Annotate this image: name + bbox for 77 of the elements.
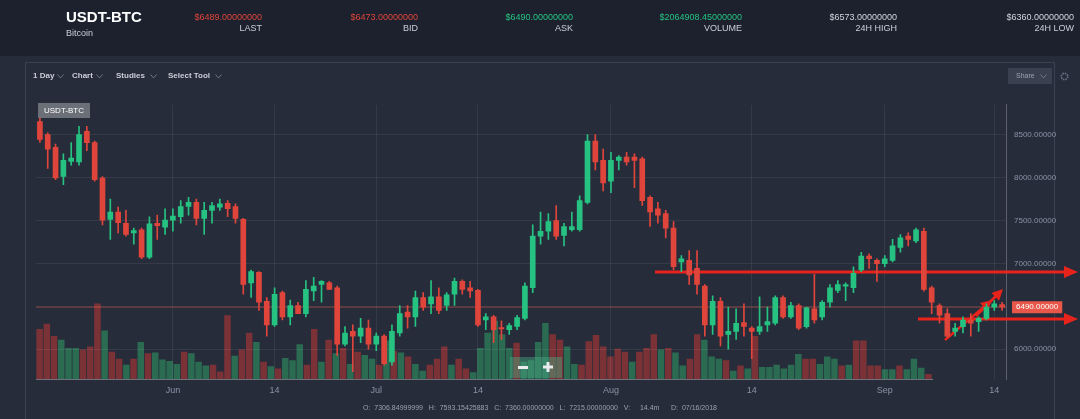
text: 24H HIGH (854, 23, 897, 34)
bar (339, 348, 347, 380)
ref-line-label: 6490.00000 (1016, 302, 1059, 312)
bar (325, 339, 332, 380)
candlestick (741, 303, 747, 337)
candlestick (170, 208, 176, 232)
text: $6490.00000000 (505, 12, 573, 23)
candlestick (162, 208, 168, 235)
candlestick (569, 211, 575, 232)
text: Chart (72, 71, 93, 80)
bar (737, 365, 744, 380)
bar (123, 364, 130, 380)
bar (744, 368, 751, 380)
candlestick (874, 258, 880, 282)
y-tick-label: 7000.00000 (1014, 258, 1057, 268)
y-tick-label: 8500.00000 (1014, 130, 1057, 140)
text: LAST (238, 23, 262, 34)
bar (260, 361, 267, 380)
bar (318, 361, 325, 380)
annotation: USDT-BTC (38, 103, 90, 118)
candlestick (130, 227, 137, 245)
text: 24H LOW (1033, 23, 1074, 34)
bar (513, 342, 520, 380)
bar (657, 349, 665, 380)
chart-subtitle: Bitcoin (66, 28, 94, 38)
y-tick-label: 7500.00000 (1014, 215, 1057, 225)
bar (144, 353, 152, 380)
x-tick-label: Sep (876, 385, 893, 396)
x-tick-label: 14 (472, 385, 483, 396)
bar (722, 360, 730, 380)
x-tick-label: Jun (165, 385, 181, 396)
candlestick (349, 324, 356, 372)
candlestick (68, 142, 75, 166)
bar (354, 351, 361, 380)
bar (730, 370, 737, 380)
bar (231, 355, 238, 380)
x-tick-label: 14 (269, 385, 280, 396)
candlestick (725, 306, 732, 350)
candlestick (967, 313, 974, 337)
chart-title: USDT-BTC (66, 8, 142, 25)
y-tick-label: 8000.00000 (1014, 172, 1057, 182)
y-tick-label: 6000.00000 (1014, 344, 1057, 354)
text: $2064908.45000000 (659, 12, 742, 23)
bar (896, 365, 903, 380)
bar (180, 351, 188, 380)
text: $6573.00000000 (829, 12, 897, 23)
text: 1 Day (33, 71, 55, 80)
bar (130, 358, 137, 380)
bar (101, 330, 108, 380)
bar (665, 348, 672, 380)
candlestick (748, 326, 755, 360)
bar (137, 341, 145, 380)
text: ASK (554, 23, 573, 34)
bar (253, 341, 260, 380)
candlestick (107, 198, 114, 240)
bar (925, 373, 932, 380)
text: VOLUME (703, 23, 742, 34)
candlestick (428, 280, 434, 314)
x-tick-label: Jul (370, 385, 383, 396)
candlestick (866, 253, 872, 269)
x-tick-label: 14 (746, 385, 757, 396)
bar (397, 352, 405, 380)
text: Select Tool (168, 71, 211, 80)
bar (404, 356, 412, 380)
text: $6473.00000000 (350, 12, 418, 23)
text: Studies (116, 71, 145, 80)
text: $6360.00000000 (1006, 12, 1074, 23)
text: BID (402, 23, 418, 34)
candlestick (467, 281, 473, 298)
bar (267, 366, 275, 380)
bar (838, 365, 845, 380)
bar (448, 364, 455, 380)
text: $6489.00000000 (194, 12, 262, 23)
candlestick (154, 214, 161, 240)
candlestick (310, 277, 317, 301)
x-tick-label: Aug (602, 385, 619, 396)
x-tick-label: 14 (989, 385, 1000, 396)
